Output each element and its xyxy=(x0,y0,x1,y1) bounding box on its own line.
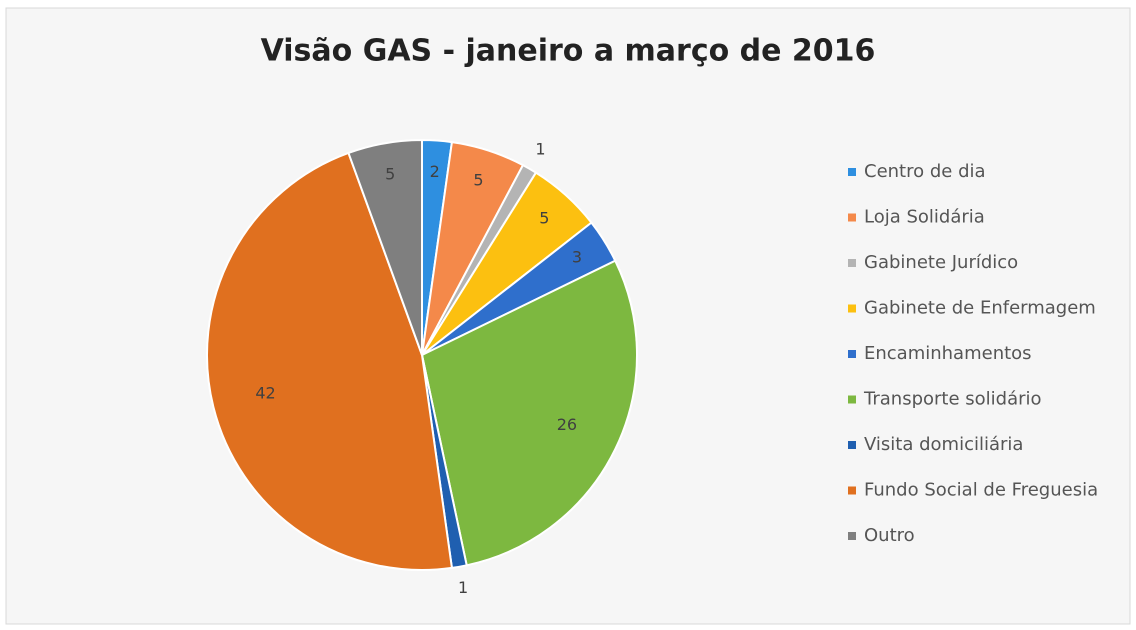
data-label: 5 xyxy=(539,209,549,228)
pie-slice xyxy=(420,259,639,567)
chart-title: Visão GAS - janeiro a março de 2016 xyxy=(261,34,876,69)
data-label: 5 xyxy=(473,171,483,190)
legend-label: Loja Solidária xyxy=(864,207,985,228)
data-label: 1 xyxy=(458,578,468,597)
data-label: 26 xyxy=(557,415,577,434)
data-label: 3 xyxy=(572,248,582,267)
legend-swatch xyxy=(848,350,856,358)
legend-swatch xyxy=(848,395,856,404)
legend-label: Outro xyxy=(864,525,915,546)
legend-swatch xyxy=(848,532,856,540)
legend-swatch xyxy=(848,259,856,267)
data-label: 2 xyxy=(430,162,440,181)
legend-label: Encaminhamentos xyxy=(864,343,1032,364)
pie-slice xyxy=(347,138,423,356)
legend-label: Fundo Social de Freguesia xyxy=(864,480,1098,501)
data-label: 5 xyxy=(385,165,395,184)
legend-swatch xyxy=(848,486,856,495)
legend-label: Centro de dia xyxy=(864,161,986,182)
legend-label: Gabinete de Enfermagem xyxy=(864,298,1096,319)
data-label: 1 xyxy=(535,139,545,158)
pie-slice xyxy=(206,151,454,571)
legend-swatch xyxy=(848,213,856,222)
legend-swatch xyxy=(848,168,856,176)
legend-label: Gabinete Jurídico xyxy=(864,252,1018,273)
legend-label: Transporte solidário xyxy=(863,389,1042,410)
legend-swatch xyxy=(848,441,856,449)
data-label: 42 xyxy=(255,384,275,403)
legend-swatch xyxy=(848,304,856,313)
legend-label: Visita domiciliária xyxy=(864,434,1023,455)
